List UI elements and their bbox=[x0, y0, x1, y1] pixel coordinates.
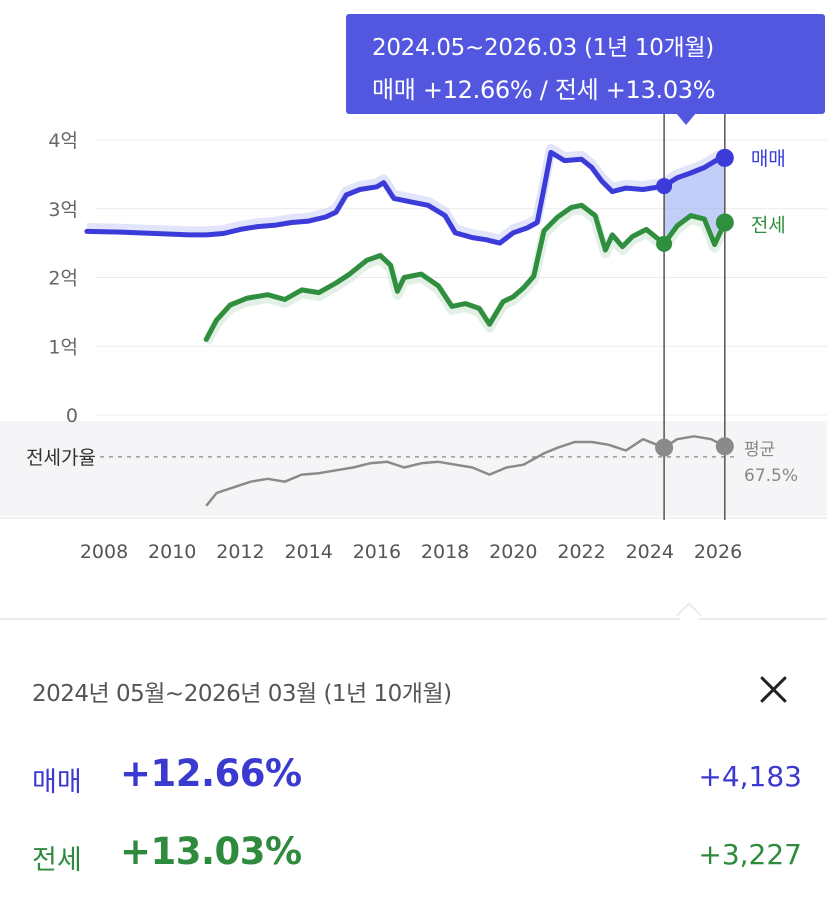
sale-marker bbox=[656, 178, 673, 195]
y-tick-label: 0 bbox=[66, 405, 78, 427]
series-line-sale bbox=[84, 149, 728, 246]
jeonse-marker bbox=[715, 213, 734, 232]
sale-percent: +12.66% bbox=[120, 752, 302, 795]
ratio-band bbox=[0, 421, 827, 516]
y-tick-label: 4억 bbox=[48, 130, 78, 152]
x-tick-label: 2018 bbox=[421, 541, 469, 563]
series-line-jeonse bbox=[203, 202, 728, 342]
x-tick-label: 2022 bbox=[557, 541, 605, 563]
x-tick-label: 2016 bbox=[353, 541, 401, 563]
x-tick-label: 2012 bbox=[216, 541, 264, 563]
y-tick-label: 1억 bbox=[48, 336, 78, 358]
jeonse-label: 전세 bbox=[32, 845, 82, 876]
period-label: 2024년 05월~2026년 03월 (1년 10개월) bbox=[32, 681, 452, 707]
sale-label: 매매 bbox=[32, 767, 82, 798]
jeonse-band bbox=[201, 203, 730, 346]
jeonse-row: 전세 +13.03% +3,227 bbox=[32, 830, 802, 880]
tooltip-range: 2024.05~2026.03 (1년 10개월) bbox=[372, 35, 714, 61]
chart-svg: 0 1억 2억 3억 4억 2008 2010 2012 2014 2016 2018 2020 202… bbox=[0, 114, 827, 563]
x-tick-label: 2020 bbox=[489, 541, 537, 563]
tooltip-summary: 매매 +12.66% / 전세 +13.03% bbox=[372, 76, 716, 104]
price-chart[interactable]: 0 1억 2억 3억 4억 2008 2010 2012 2014 2016 2018 2020 202… bbox=[0, 0, 827, 600]
sale-band bbox=[86, 143, 726, 245]
series-label-sale: 매매 bbox=[751, 148, 786, 170]
range-tooltip: 2024.05~2026.03 (1년 10개월) 매매 +12.66% / 전… bbox=[346, 14, 825, 114]
summary-panel: 2024년 05월~2026년 03월 (1년 10개월) 매매 +12.66%… bbox=[0, 620, 827, 911]
jeonse-percent: +13.03% bbox=[120, 830, 302, 873]
sale-marker bbox=[715, 148, 734, 167]
y-tick-label: 2억 bbox=[48, 268, 78, 290]
series-label-jeonse: 전세 bbox=[751, 215, 786, 237]
ratio-line bbox=[205, 435, 726, 507]
x-tick-label: 2010 bbox=[148, 541, 196, 563]
x-tick-label: 2008 bbox=[80, 541, 128, 563]
x-tick-label: 2014 bbox=[284, 541, 332, 563]
jeonse-marker bbox=[656, 235, 673, 252]
ratio-label: 전세가율 bbox=[26, 447, 96, 469]
ratio-marker bbox=[715, 437, 734, 456]
y-tick-label: 3억 bbox=[48, 199, 78, 221]
close-icon[interactable] bbox=[752, 667, 798, 713]
ratio-marker bbox=[655, 438, 674, 457]
sale-amount: +4,183 bbox=[698, 760, 802, 793]
jeonse-amount: +3,227 bbox=[698, 838, 802, 871]
sale-row: 매매 +12.66% +4,183 bbox=[32, 752, 802, 802]
x-tick-label: 2026 bbox=[694, 541, 742, 563]
panel-divider bbox=[0, 618, 827, 620]
tooltip-arrow bbox=[676, 113, 696, 125]
ratio-avg-value: 67.5% bbox=[744, 466, 798, 486]
x-tick-label: 2024 bbox=[626, 541, 674, 563]
ratio-avg-label: 평균 bbox=[744, 440, 775, 460]
